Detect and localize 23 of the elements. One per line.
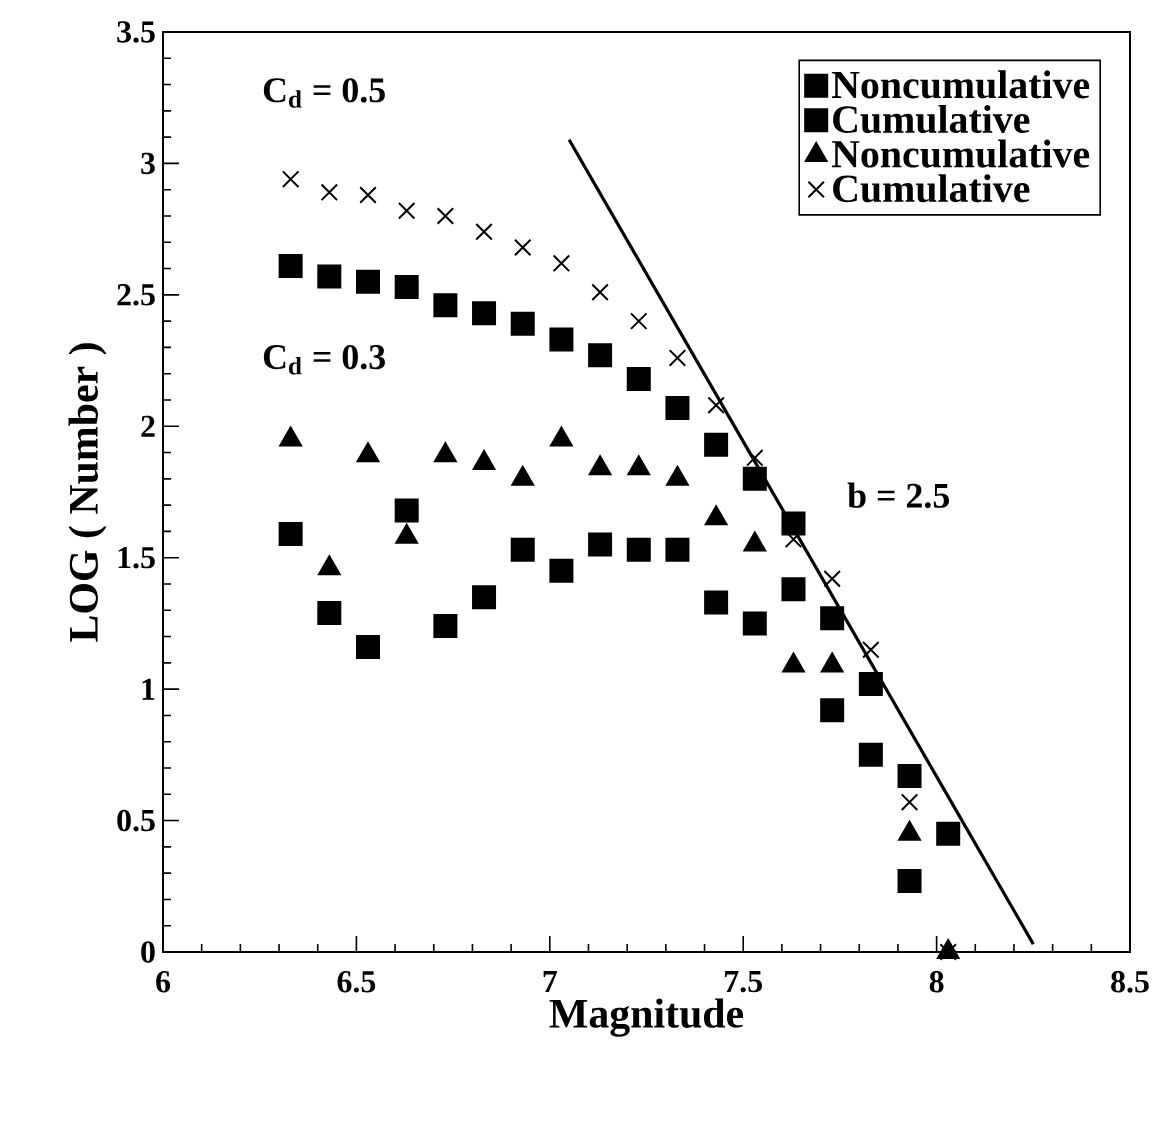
legend-label: Noncumulative <box>831 70 1090 99</box>
legend-label: Cumulative <box>833 174 1030 203</box>
x-tick-label: 7 <box>543 971 557 992</box>
y-tick-label: 2.5 <box>117 284 155 306</box>
y-tick-label: 0.5 <box>117 809 155 832</box>
legend-label: Cumulative <box>833 104 1030 134</box>
y-tick-label: 3.5 <box>117 21 155 43</box>
annotation: C$_{d}$ = 0.5 <box>263 78 385 108</box>
y-tick-label: 2 <box>141 415 155 437</box>
y-tick-label: 1 <box>142 678 155 700</box>
legend-label: Noncumulative <box>831 139 1090 168</box>
y-tick-label: 1.5 <box>118 546 155 569</box>
x-tick-label: 8 <box>929 971 944 993</box>
y-tick-label: 3 <box>141 152 155 175</box>
y-axis-title: LOG ( Number ) <box>68 343 107 642</box>
x-tick-label: 8.5 <box>1111 971 1149 993</box>
y-tick-label: 0 <box>141 941 155 963</box>
x-tick-label: 6 <box>156 971 171 993</box>
annotation: b = 2.5 <box>847 482 949 508</box>
x-axis-title: Magnitude <box>549 998 744 1037</box>
x-tick-label: 6.5 <box>337 971 376 993</box>
annotation: C$_{d}$ = 0.3 <box>263 344 385 375</box>
x-tick-label: 7.5 <box>725 971 762 993</box>
